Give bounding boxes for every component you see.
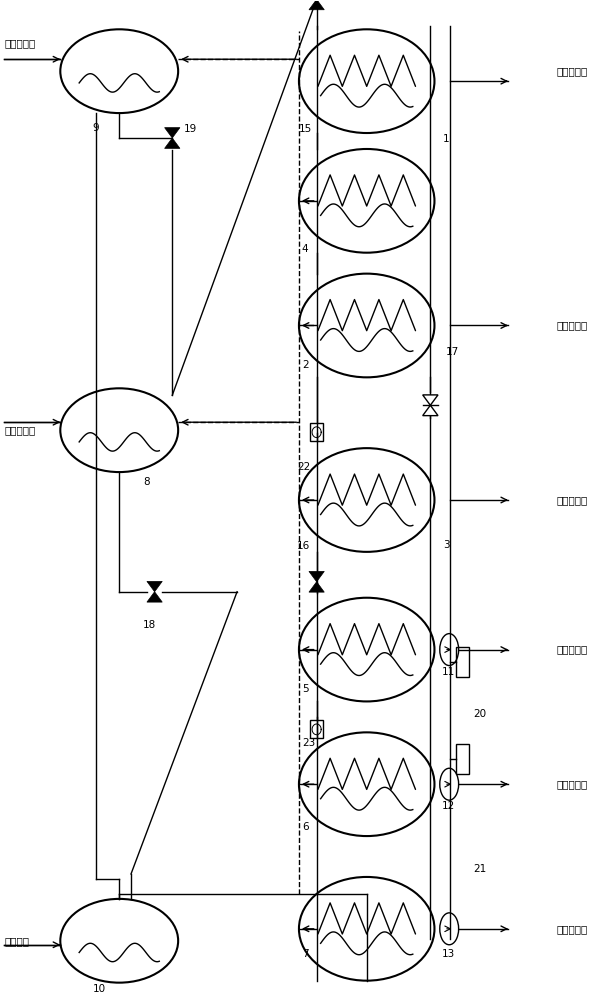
Text: 7: 7 [302,949,308,959]
Text: 被加热介质: 被加热介质 [4,38,36,48]
Text: 被加热介质: 被加热介质 [556,645,588,655]
Bar [456,647,469,677]
Polygon shape [165,128,180,138]
Text: 19: 19 [184,124,197,134]
Text: 3: 3 [443,540,450,550]
Text: 21: 21 [473,864,486,874]
Text: 12: 12 [442,801,455,811]
Text: 驱动热介质: 驱动热介质 [556,495,588,505]
Text: 被加热介质: 被加热介质 [556,779,588,789]
Text: 11: 11 [442,667,455,677]
Text: 4: 4 [302,244,308,254]
Text: 驱动热介质: 驱动热介质 [556,320,588,330]
Text: 5: 5 [302,684,308,694]
Text: 22: 22 [297,462,310,472]
Polygon shape [165,138,180,148]
Text: 9: 9 [93,123,99,133]
Bar [310,423,323,441]
Polygon shape [423,405,438,416]
Text: 驱动热介质: 驱动热介质 [556,66,588,76]
Text: 16: 16 [297,541,310,551]
Text: 6: 6 [302,822,308,832]
Text: 23: 23 [302,738,315,748]
Text: 被加热介质: 被加热介质 [556,924,588,934]
Text: 20: 20 [473,709,486,719]
Text: 17: 17 [446,347,459,357]
Text: 13: 13 [442,949,455,959]
Text: 2: 2 [302,360,308,370]
Text: 8: 8 [143,477,149,487]
Bar [456,744,469,774]
Polygon shape [147,592,162,602]
Polygon shape [309,582,324,592]
Text: 1: 1 [443,134,450,144]
Text: 余热介质: 余热介质 [4,936,30,946]
Text: 18: 18 [143,620,156,630]
Polygon shape [147,581,162,592]
Text: 10: 10 [93,984,106,994]
Polygon shape [423,395,438,405]
Bar [310,720,323,738]
Polygon shape [309,0,324,10]
Text: 15: 15 [299,124,312,134]
Polygon shape [309,571,324,582]
Text: 被加热介质: 被加热介质 [4,425,36,435]
